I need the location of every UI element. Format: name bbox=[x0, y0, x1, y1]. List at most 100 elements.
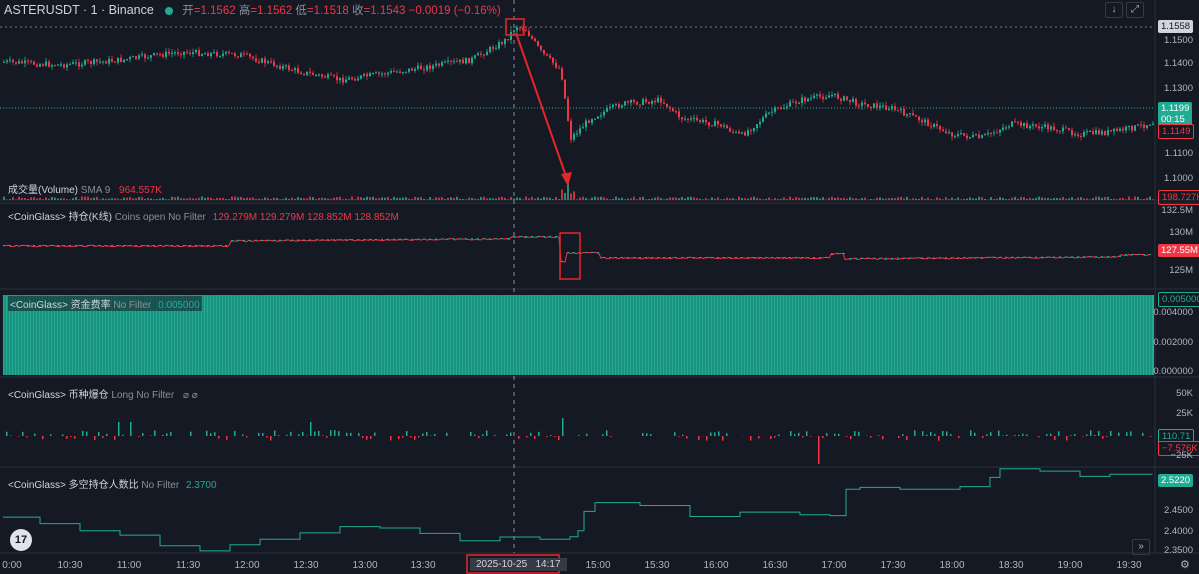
candle-body bbox=[771, 111, 773, 113]
expand-button[interactable]: ⤢ bbox=[1126, 2, 1144, 18]
liq-legend[interactable]: <CoinGlass> 币种爆仓 Long No Filter ⌀ ⌀ bbox=[8, 386, 198, 401]
volume-bar bbox=[630, 198, 632, 200]
candle-body bbox=[603, 111, 605, 116]
volume-bar bbox=[435, 197, 437, 200]
liq-long-bar bbox=[62, 434, 64, 436]
liq-long-bar bbox=[422, 433, 424, 436]
candle-body bbox=[744, 132, 746, 136]
volume-bar bbox=[468, 197, 470, 200]
settings-icon[interactable]: ⚙ bbox=[1180, 559, 1190, 571]
candle-body bbox=[219, 55, 221, 57]
ls-tag: 2.5220 bbox=[1158, 474, 1194, 487]
candle-body bbox=[804, 97, 806, 102]
liq-long-bar bbox=[710, 432, 712, 436]
candle-body bbox=[1026, 123, 1028, 129]
candle-body bbox=[756, 124, 758, 129]
liq-short-bar bbox=[362, 436, 364, 438]
volume-bar bbox=[399, 197, 401, 200]
volume-bar bbox=[240, 196, 242, 200]
candle-body bbox=[360, 75, 362, 79]
volume-bar bbox=[885, 198, 887, 200]
symbol-title[interactable]: ASTERUSDT · 1 · Binance bbox=[4, 3, 154, 17]
funding-legend[interactable]: <CoinGlass> 资金费率 No Filter 0.005000 bbox=[8, 296, 202, 311]
liq-short-bar bbox=[402, 436, 404, 438]
candle-body bbox=[366, 73, 368, 77]
high-price-tag: 1.1558 bbox=[1158, 20, 1194, 33]
liq-long-bar bbox=[934, 433, 936, 436]
time-label: 13:00 bbox=[352, 560, 378, 571]
liq-long-bar bbox=[1086, 434, 1088, 436]
candle-body bbox=[1062, 127, 1064, 132]
symbol-legend[interactable]: ASTERUSDT · 1 · Binance 开=1.1562 高=1.156… bbox=[4, 2, 501, 18]
candle-body bbox=[1134, 125, 1136, 131]
volume-bar bbox=[1068, 198, 1070, 200]
liq-long-bar bbox=[974, 432, 976, 436]
candle-body bbox=[642, 99, 644, 105]
candle-body bbox=[204, 53, 206, 55]
liq-long-bar bbox=[170, 432, 172, 436]
volume-bar bbox=[183, 198, 185, 200]
candle-body bbox=[735, 131, 737, 133]
volume-bar bbox=[900, 196, 902, 200]
candle-body bbox=[585, 120, 587, 128]
volume-bar bbox=[471, 198, 473, 200]
candle-body bbox=[441, 62, 443, 66]
candle-body bbox=[993, 132, 995, 134]
candle-body bbox=[801, 97, 803, 104]
volume-bar bbox=[579, 197, 581, 200]
candle-body bbox=[948, 132, 950, 134]
candle-body bbox=[192, 52, 194, 54]
liq-long-bar bbox=[538, 431, 540, 436]
volume-legend[interactable]: 成交量(Volume) SMA 9 964.557K bbox=[8, 181, 162, 196]
liq-long-bar bbox=[434, 434, 436, 436]
volume-bar bbox=[174, 197, 176, 200]
volume-bar bbox=[561, 189, 563, 200]
candle-body bbox=[105, 61, 107, 64]
liq-icons[interactable]: ⌀ ⌀ bbox=[182, 390, 198, 401]
volume-bar bbox=[522, 199, 524, 200]
liq-short-bar bbox=[706, 436, 708, 441]
liq-long-bar bbox=[946, 431, 948, 436]
candle-body bbox=[1041, 126, 1043, 129]
candle-body bbox=[252, 56, 254, 59]
oi-legend[interactable]: <CoinGlass> 持仓(K线) Coins open No Filter … bbox=[8, 208, 399, 223]
candle-body bbox=[321, 74, 323, 77]
liq-long-bar bbox=[162, 434, 164, 436]
candle-body bbox=[855, 98, 857, 106]
liq-long-bar bbox=[902, 434, 904, 436]
volume-bar bbox=[963, 198, 965, 200]
liq-long-bar bbox=[1118, 432, 1120, 436]
volume-bar bbox=[966, 198, 968, 200]
volume-bar bbox=[744, 198, 746, 200]
candle-body bbox=[267, 61, 269, 64]
volume-bar bbox=[180, 198, 182, 200]
scroll-forward-button[interactable]: » bbox=[1132, 539, 1150, 555]
volume-bar bbox=[303, 198, 305, 200]
candle-body bbox=[138, 55, 140, 59]
tradingview-logo[interactable]: 17 bbox=[10, 529, 32, 551]
candle-body bbox=[120, 57, 122, 62]
volume-bar bbox=[687, 196, 689, 200]
liq-long-bar bbox=[446, 432, 448, 436]
volume-bar bbox=[156, 199, 158, 200]
download-button[interactable]: ↓ bbox=[1105, 2, 1123, 18]
candle-body bbox=[513, 30, 515, 32]
candle-body bbox=[141, 54, 143, 56]
candle-body bbox=[249, 53, 251, 57]
volume-bar bbox=[42, 199, 44, 200]
candle-body bbox=[918, 116, 920, 121]
candle-body bbox=[939, 126, 941, 130]
volume-bar bbox=[669, 197, 671, 200]
candle-body bbox=[579, 128, 581, 134]
volume-bar bbox=[663, 199, 665, 200]
ls-legend[interactable]: <CoinGlass> 多空持仓人数比 No Filter 2.3700 bbox=[8, 476, 217, 491]
crosshair-time-label: 2025-10-25 14:17 bbox=[470, 558, 567, 571]
candle-body bbox=[9, 59, 11, 61]
candle-body bbox=[372, 73, 374, 75]
volume-bar bbox=[996, 198, 998, 200]
volume-bar bbox=[678, 198, 680, 200]
candle-body bbox=[1119, 128, 1121, 131]
volume-bar bbox=[144, 199, 146, 200]
liq-long-bar bbox=[834, 433, 836, 436]
